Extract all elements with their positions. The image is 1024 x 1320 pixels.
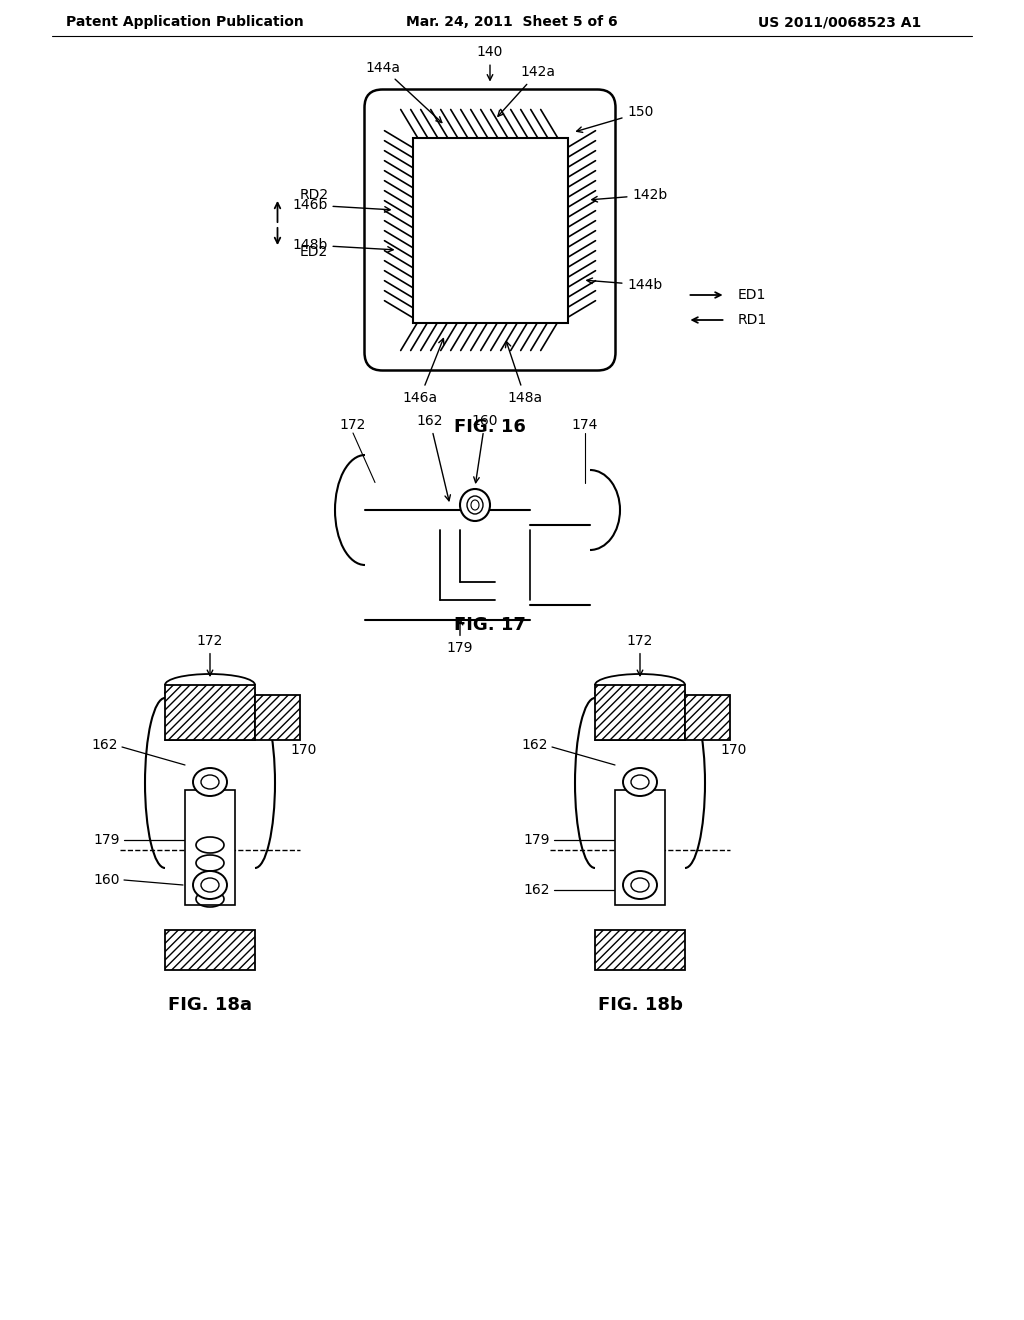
Text: US 2011/0068523 A1: US 2011/0068523 A1 [759,15,922,29]
Ellipse shape [623,768,657,796]
Text: 142a: 142a [498,66,555,116]
Bar [595,685,685,741]
Text: 160: 160 [472,414,499,483]
Text: 179: 179 [446,619,473,655]
Text: 146a: 146a [402,338,444,404]
Text: Patent Application Publication: Patent Application Publication [67,15,304,29]
Bar [165,931,255,970]
Bar [615,789,665,906]
Text: 144a: 144a [365,61,441,123]
Text: FIG. 16: FIG. 16 [454,418,526,437]
Text: 148a: 148a [506,342,543,404]
Text: 179: 179 [93,833,120,847]
Text: ED1: ED1 [737,288,766,302]
Text: 148b: 148b [292,238,393,252]
Text: 150: 150 [577,106,654,132]
Ellipse shape [631,878,649,892]
Bar [165,685,255,741]
Text: 170: 170 [290,743,316,756]
Ellipse shape [193,871,227,899]
Bar [595,931,685,970]
Ellipse shape [201,775,219,789]
Ellipse shape [201,878,219,892]
Text: RD2: RD2 [299,187,329,202]
Text: 144b: 144b [587,279,663,292]
Text: 160: 160 [93,873,120,887]
Ellipse shape [623,871,657,899]
Text: FIG. 18b: FIG. 18b [598,997,682,1014]
Text: 172: 172 [340,418,367,432]
Text: 142b: 142b [592,187,668,202]
Text: 146b: 146b [292,198,390,213]
Ellipse shape [631,775,649,789]
Text: 172: 172 [627,634,653,676]
Bar [185,789,234,906]
Text: 179: 179 [523,833,550,847]
Text: 162: 162 [417,414,451,500]
Bar [413,137,567,322]
Text: Mar. 24, 2011  Sheet 5 of 6: Mar. 24, 2011 Sheet 5 of 6 [407,15,617,29]
Text: 162: 162 [521,738,548,752]
Bar [685,696,730,741]
Ellipse shape [193,768,227,796]
Ellipse shape [467,496,483,513]
Bar [255,696,300,741]
Text: 170: 170 [720,743,746,756]
Text: ED2: ED2 [299,246,328,259]
Ellipse shape [460,488,490,521]
Text: FIG. 17: FIG. 17 [454,616,526,634]
Text: FIG. 18a: FIG. 18a [168,997,252,1014]
Text: 174: 174 [571,418,598,432]
Text: RD1: RD1 [737,313,767,327]
Text: 162: 162 [523,883,550,898]
Text: 172: 172 [197,634,223,676]
Text: 140: 140 [477,45,503,81]
Text: 162: 162 [91,738,118,752]
